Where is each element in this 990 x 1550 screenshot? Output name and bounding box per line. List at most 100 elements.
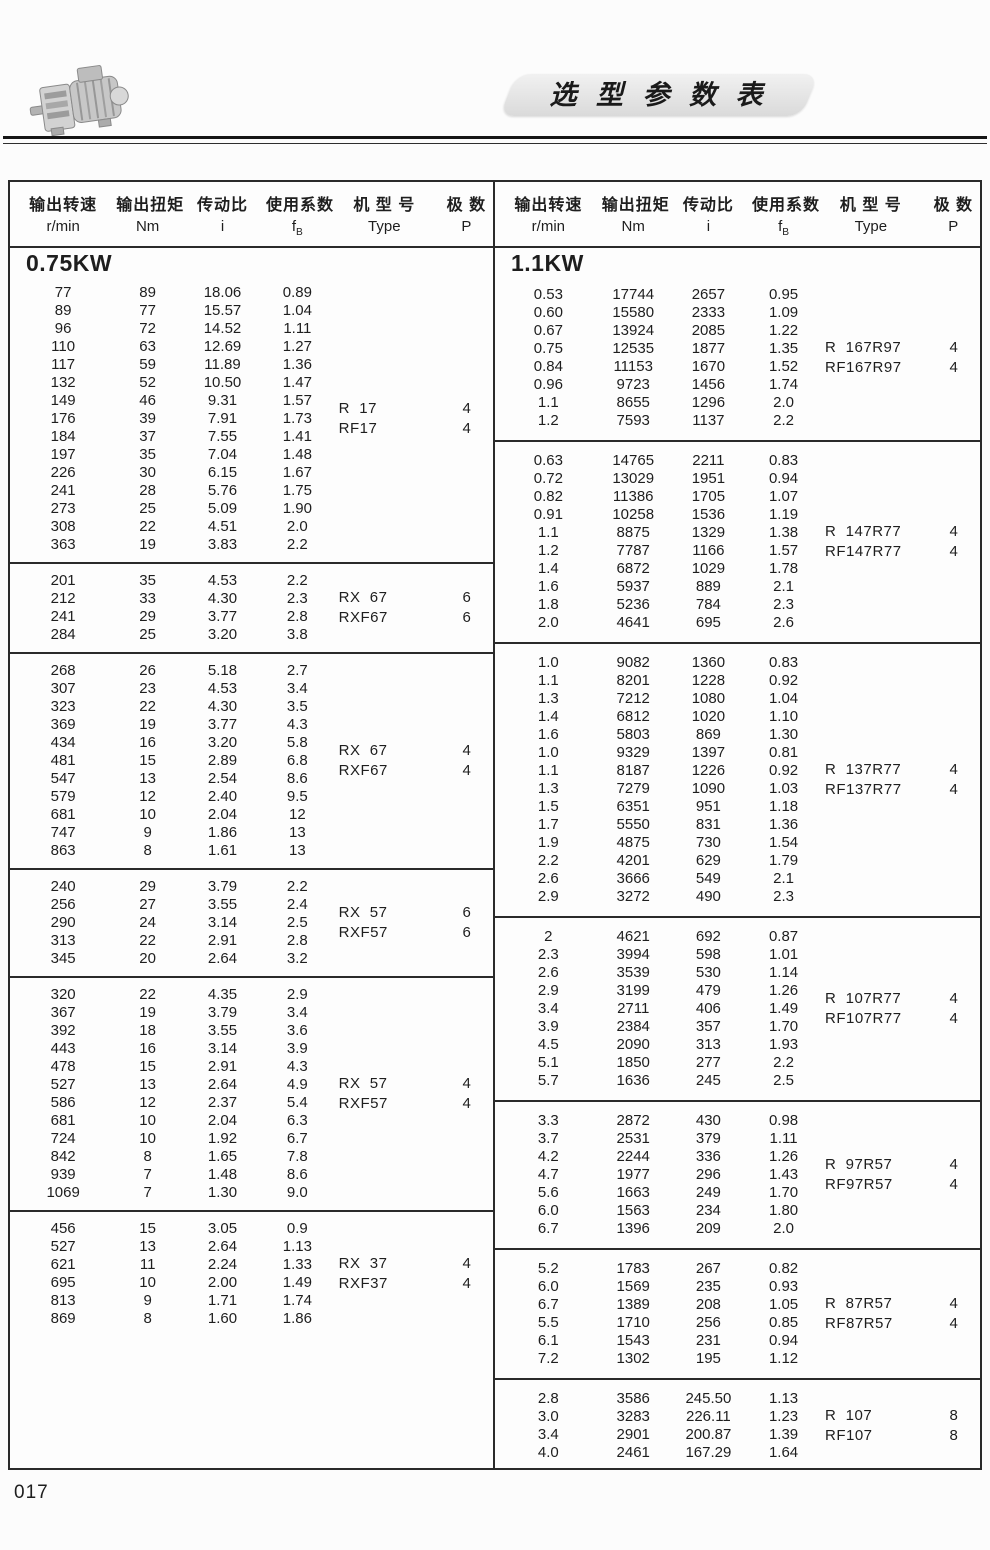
torque-value: 6872 bbox=[616, 560, 650, 577]
table-row: 3.9 2384 357 1.70 bbox=[495, 1018, 980, 1036]
col-unit-type: Type bbox=[368, 217, 401, 235]
speed-value: 6.1 bbox=[537, 1332, 559, 1349]
ratio-value: 2.04 bbox=[207, 806, 238, 823]
table-header-left: 输出转速 输出扭矩 传动比 使用系数 机 型 号 极 数 r/min Nm i … bbox=[10, 182, 493, 248]
service-factor-value: 1.64 bbox=[768, 1444, 799, 1461]
speed-value: 308 bbox=[50, 518, 76, 535]
torque-value: 6812 bbox=[616, 708, 650, 725]
torque-value: 3199 bbox=[616, 982, 650, 999]
table-row: 527 13 2.64 1.13 bbox=[10, 1238, 493, 1256]
ratio-value: 1.71 bbox=[207, 1292, 238, 1309]
type-value: RF137R77 bbox=[825, 781, 902, 798]
ratio-value: 3.55 bbox=[207, 896, 238, 913]
type-line: RX 67 4 bbox=[329, 741, 493, 761]
type-value: RX 57 bbox=[338, 1075, 388, 1092]
service-factor-value: 2.0 bbox=[773, 394, 794, 411]
torque-value: 8201 bbox=[616, 672, 650, 689]
service-factor-value: 1.74 bbox=[282, 1292, 312, 1309]
table-row: 320 22 4.35 2.9 bbox=[10, 986, 493, 1004]
service-factor-value: 2.5 bbox=[286, 914, 308, 931]
ratio-value: 2.64 bbox=[207, 1076, 238, 1093]
speed-value: 5.2 bbox=[537, 1260, 559, 1277]
poles-value: 4 bbox=[949, 761, 958, 778]
speed-value: 110 bbox=[51, 338, 76, 355]
ratio-value: 6.15 bbox=[207, 464, 238, 481]
speed-value: 0.91 bbox=[533, 506, 563, 523]
poles-value: 4 bbox=[949, 1295, 958, 1312]
speed-value: 863 bbox=[50, 842, 76, 859]
speed-value: 6.0 bbox=[537, 1202, 559, 1219]
table-row: 4.7 1977 296 1.43 bbox=[495, 1166, 980, 1184]
torque-value: 24 bbox=[139, 914, 156, 931]
torque-value: 5803 bbox=[616, 726, 650, 743]
service-factor-value: 12 bbox=[289, 806, 306, 823]
poles-value: 4 bbox=[949, 781, 958, 798]
service-factor-value: 1.09 bbox=[768, 304, 799, 321]
col-unit-fb: fB bbox=[291, 217, 303, 238]
speed-value: 0.60 bbox=[533, 304, 563, 321]
table-row: 284 25 3.20 3.8 bbox=[10, 626, 493, 644]
speed-value: 0.75 bbox=[533, 340, 563, 357]
ratio-value: 2.91 bbox=[207, 1058, 238, 1075]
col-header-type: 机 型 号 bbox=[353, 196, 416, 214]
torque-value: 8875 bbox=[616, 524, 650, 541]
speed-value: 2.3 bbox=[537, 946, 559, 963]
ratio-value: 530 bbox=[695, 964, 721, 981]
torque-value: 29 bbox=[139, 608, 156, 625]
table-row: 201 35 4.53 2.2 bbox=[10, 572, 493, 590]
speed-value: 2.0 bbox=[537, 614, 559, 631]
ratio-value: 1.30 bbox=[207, 1184, 238, 1201]
table-row: 0.63 14765 2211 0.83 bbox=[495, 452, 980, 470]
ratio-value: 1080 bbox=[691, 690, 726, 707]
poles-value: 4 bbox=[462, 762, 471, 779]
speed-value: 197 bbox=[50, 446, 76, 463]
speed-value: 1.5 bbox=[537, 798, 559, 815]
torque-value: 15 bbox=[139, 1220, 156, 1237]
data-group: 0.63 14765 2211 0.83 0.72 13029 1951 0.94 0.82 11… bbox=[495, 440, 980, 642]
speed-value: 0.82 bbox=[533, 488, 563, 505]
table-row: 3.4 2711 406 1.49 bbox=[495, 1000, 980, 1018]
service-factor-value: 1.27 bbox=[282, 338, 312, 355]
table-row: 0.60 15580 2333 1.09 bbox=[495, 304, 980, 322]
torque-value: 22 bbox=[139, 698, 156, 715]
service-factor-value: 9.0 bbox=[286, 1184, 308, 1201]
table-0-75kw: 输出转速 输出扭矩 传动比 使用系数 机 型 号 极 数 r/min Nm i … bbox=[10, 182, 495, 1468]
data-group: 2.8 3586 245.50 1.13 3.0 3283 226.11 1.23 3.4 290… bbox=[495, 1378, 980, 1472]
ratio-value: 3.55 bbox=[207, 1022, 238, 1039]
type-value: RF97R57 bbox=[825, 1176, 893, 1193]
speed-value: 586 bbox=[50, 1094, 76, 1111]
ratio-value: 1705 bbox=[691, 488, 726, 505]
speed-value: 3.0 bbox=[537, 1408, 559, 1425]
ratio-value: 1877 bbox=[691, 340, 726, 357]
speed-value: 0.63 bbox=[533, 452, 563, 469]
ratio-value: 831 bbox=[695, 816, 721, 833]
type-value: RF17 bbox=[338, 420, 378, 437]
ratio-value: 695 bbox=[695, 614, 721, 631]
type-value: RX 37 bbox=[338, 1255, 388, 1272]
table-row: 1.3 7212 1080 1.04 bbox=[495, 690, 980, 708]
ratio-value: 1166 bbox=[692, 542, 725, 559]
service-factor-value: 1.13 bbox=[282, 1238, 312, 1255]
service-factor-value: 1.47 bbox=[282, 374, 312, 391]
table-row: 363 19 3.83 2.2 bbox=[10, 536, 493, 554]
service-factor-value: 1.74 bbox=[768, 376, 799, 393]
page-title-banner: 选 型 参 数 表 bbox=[499, 74, 819, 116]
torque-value: 22 bbox=[139, 518, 156, 535]
table-row: 345 20 2.64 3.2 bbox=[10, 950, 493, 968]
speed-value: 241 bbox=[50, 608, 76, 625]
torque-value: 8 bbox=[143, 1310, 152, 1327]
speed-value: 323 bbox=[50, 698, 76, 715]
ratio-value: 1670 bbox=[691, 358, 726, 375]
ratio-value: 3.20 bbox=[207, 626, 238, 643]
service-factor-value: 5.8 bbox=[286, 734, 308, 751]
service-factor-value: 1.79 bbox=[768, 852, 799, 869]
col-header-type: 机 型 号 bbox=[839, 196, 902, 214]
table-row: 256 27 3.55 2.4 bbox=[10, 896, 493, 914]
poles-value: 6 bbox=[462, 609, 471, 626]
speed-value: 1069 bbox=[46, 1184, 80, 1201]
ratio-value: 730 bbox=[695, 834, 721, 851]
speed-value: 149 bbox=[50, 392, 76, 409]
service-factor-value: 0.94 bbox=[768, 470, 799, 487]
table-row: 313 22 2.91 2.8 bbox=[10, 932, 493, 950]
torque-value: 16 bbox=[139, 734, 156, 751]
